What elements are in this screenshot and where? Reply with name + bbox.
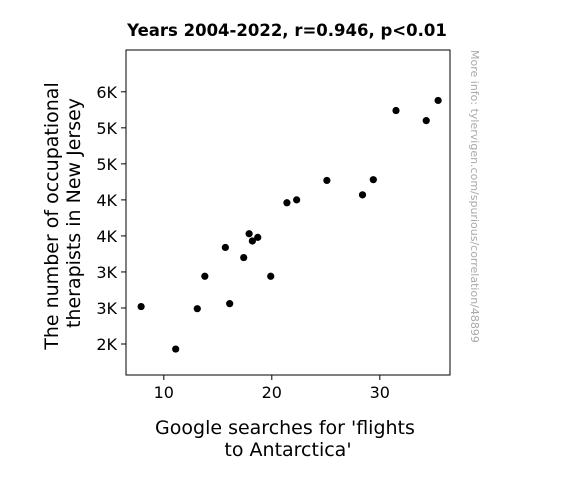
data-point (434, 96, 442, 105)
data-point (193, 305, 201, 313)
watermark-text: More info: tylervigen.com/spurious/corre… (468, 50, 481, 343)
y-tick-label: 6K (96, 83, 117, 102)
data-point (422, 117, 430, 125)
data-point (267, 272, 275, 280)
x-axis-label-line-2: to Antarctica' (224, 439, 351, 461)
data-point (226, 300, 234, 308)
chart-title: Years 2004-2022, r=0.946, p<0.01 (126, 21, 447, 40)
x-tick-label: 30 (370, 383, 390, 402)
data-point (283, 199, 291, 207)
data-point (293, 196, 301, 204)
data-point (392, 106, 400, 115)
data-point (240, 253, 248, 262)
data-point (369, 176, 377, 184)
data-points (137, 96, 442, 353)
data-point (201, 272, 209, 280)
y-tick-label: 5K (96, 119, 117, 138)
x-tick-label: 20 (262, 383, 282, 402)
data-point (172, 345, 180, 353)
data-point (248, 237, 256, 245)
y-axis-label-line-2: therapists in New Jersey (63, 98, 85, 328)
x-axis: 10 20 30 (154, 375, 390, 402)
data-point (358, 191, 367, 199)
y-tick-label: 4K (96, 227, 117, 246)
data-point (221, 243, 229, 252)
x-axis-label: Google searches for 'flights to Antarcti… (155, 417, 421, 461)
x-tick-label: 10 (154, 383, 174, 402)
y-tick-label: 2K (96, 335, 117, 354)
y-axis: 2K 3K 3K 4K 4K 5K 5K 6K (96, 83, 126, 354)
data-point (323, 176, 331, 185)
y-tick-label: 4K (96, 191, 117, 210)
y-tick-label: 3K (96, 263, 117, 282)
y-axis-label: The number of occupational therapists in… (41, 76, 85, 351)
plot-area (125, 49, 451, 376)
data-point (254, 233, 262, 241)
data-point (245, 230, 253, 238)
y-tick-label: 3K (96, 299, 117, 318)
y-tick-label: 5K (96, 155, 117, 174)
y-axis-label-line-1: The number of occupational (41, 82, 63, 351)
x-axis-label-line-1: Google searches for 'flights (155, 417, 415, 439)
data-point (137, 302, 145, 311)
